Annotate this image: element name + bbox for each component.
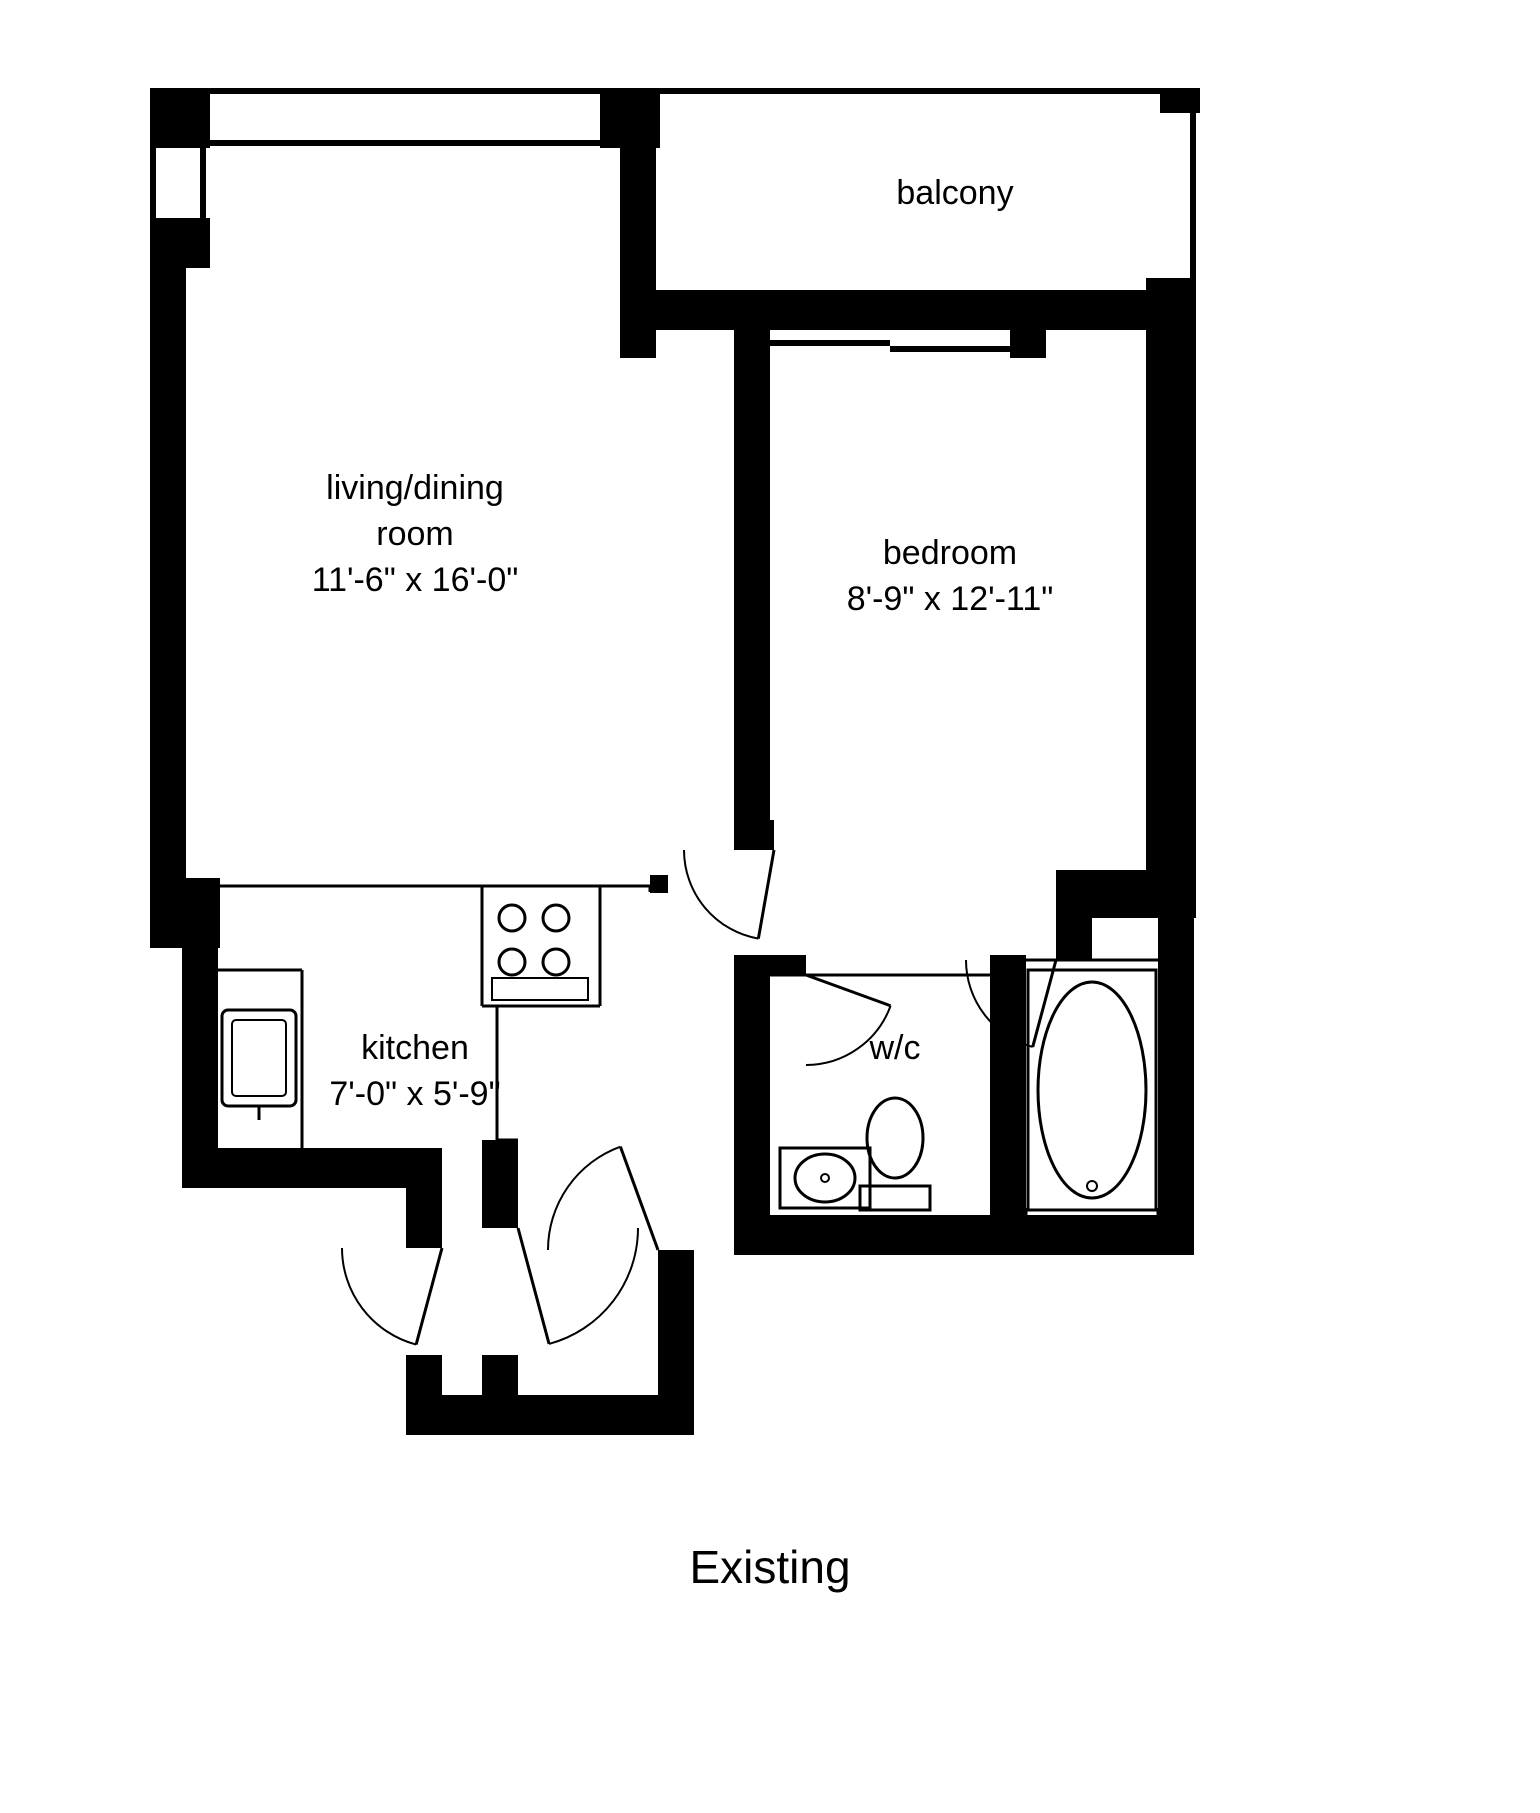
- label-bedroom-dims: 8'-9" x 12'-11": [750, 577, 1150, 623]
- label-kitchen-name: kitchen: [215, 1026, 615, 1072]
- label-kitchen: kitchen 7'-0" x 5'-9": [215, 1026, 615, 1118]
- label-wc: w/c: [695, 1026, 1095, 1072]
- caption-text: Existing: [689, 1541, 850, 1593]
- caption: Existing: [470, 1540, 1070, 1594]
- label-bedroom-name: bedroom: [750, 531, 1150, 577]
- label-balcony: balcony: [755, 171, 1155, 217]
- label-balcony-name: balcony: [755, 171, 1155, 217]
- floor-plan-page: balcony living/diningroom 11'-6" x 16'-0…: [0, 0, 1540, 1813]
- label-kitchen-dims: 7'-0" x 5'-9": [215, 1072, 615, 1118]
- label-wc-name: w/c: [695, 1026, 1095, 1072]
- label-living: living/diningroom 11'-6" x 16'-0": [215, 466, 615, 604]
- label-living-dims: 11'-6" x 16'-0": [215, 558, 615, 604]
- label-bedroom: bedroom 8'-9" x 12'-11": [750, 531, 1150, 623]
- label-living-name: living/diningroom: [215, 466, 615, 558]
